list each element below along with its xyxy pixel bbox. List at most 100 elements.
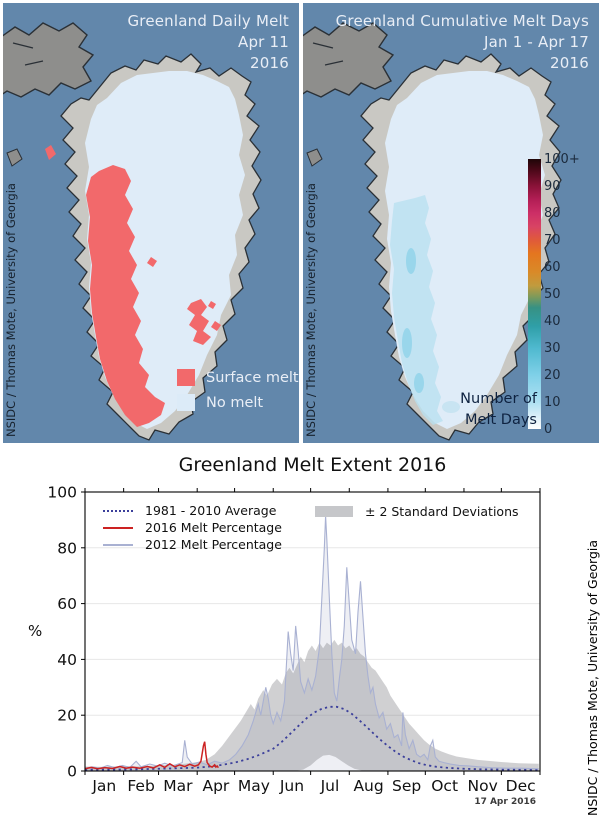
y-tick-label: 40: [57, 651, 77, 669]
line-2012-label: 2012 Melt Percentage: [145, 537, 282, 552]
melt-days-colorbar: 100+ 90 80 70 60 50 40 30 20 10 0: [528, 152, 580, 437]
x-tick-label: Nov: [468, 777, 498, 795]
date-stamp: 17 Apr 2016: [474, 797, 536, 807]
band-label: ± 2 Standard Deviations: [365, 504, 519, 519]
x-tick-label: Jan: [91, 777, 116, 795]
x-tick-label: Apr: [202, 777, 229, 795]
small-island: [306, 148, 323, 167]
y-tick-label: 20: [57, 707, 77, 725]
surface-melt-region: [86, 165, 165, 427]
y-tick-label: 100: [47, 484, 77, 502]
x-tick-label: Jul: [320, 777, 340, 795]
line-2016-label: 2016 Melt Percentage: [145, 520, 282, 535]
band-sample: [315, 506, 353, 517]
legend-row-average: 1981 - 2010 Average: [103, 502, 282, 519]
credit-left-panel: NSIDC / Thomas Mote, University of Georg…: [4, 183, 18, 437]
fjord-line: [12, 42, 34, 49]
cumulative-melt-year: 2016: [550, 54, 589, 72]
x-tick-label: Jun: [279, 777, 304, 795]
y-tick-label: 60: [57, 595, 77, 613]
colorbar-gradient: [528, 159, 541, 429]
canada-landmass: [303, 22, 395, 98]
chart-title: Greenland Melt Extent 2016: [178, 454, 447, 476]
plot-frame: [84, 491, 541, 772]
legend-row-surface-melt: Surface melt: [177, 369, 299, 386]
melt-extent-chart-section: Greenland Melt Extent 2016 Jan Feb Mar Apr M…: [0, 446, 602, 816]
surface-melt-nw-sliver: [45, 145, 56, 160]
legend-row-band: ± 2 Standard Deviations: [315, 504, 519, 519]
line-2012-sample: [103, 543, 133, 546]
melt-extent-plot: Jan Feb Mar Apr May Jun Jul Aug Sep Oct Nov Dec 0 20 4…: [47, 484, 541, 795]
surface-melt-dot: [147, 257, 157, 267]
colorbar-tick-label: 80: [544, 206, 561, 221]
average-line-label: 1981 - 2010 Average: [145, 503, 277, 518]
surface-melt-dot: [211, 321, 221, 331]
melt-days-wash-deep: [414, 373, 424, 393]
canada-landmass: [3, 22, 95, 98]
cumulative-melt-title-line1: Greenland Cumulative Melt Days: [335, 12, 589, 30]
colorbar-caption-line1: Number of: [460, 390, 537, 407]
colorbar-tick-label: 90: [544, 179, 561, 194]
colorbar-tick-label: 30: [544, 341, 561, 356]
credit-right-panel: NSIDC / Thomas Mote, University of Georg…: [304, 183, 318, 437]
colorbar-tick-label: 40: [544, 314, 561, 329]
greenland-cumulative-melt-map: [303, 22, 562, 441]
x-tick-label: Dec: [506, 777, 536, 795]
colorbar-tick-label: 60: [544, 260, 561, 275]
surface-melt-dot: [208, 301, 216, 309]
x-tick-label: Feb: [127, 777, 154, 795]
surface-melt-se-patch: [187, 299, 211, 345]
melt-days-wash: [390, 195, 443, 425]
y-axis-label: %: [28, 622, 43, 640]
colorbar-tick-label: 100+: [544, 152, 580, 167]
colorbar-tick-label: 0: [544, 422, 553, 437]
daily-melt-date: Apr 11: [237, 33, 289, 51]
colorbar-tick-label: 10: [544, 395, 561, 410]
daily-melt-title: Greenland Daily Melt Apr 11 2016: [127, 11, 289, 74]
x-tick-label: Sep: [392, 777, 421, 795]
y-tick-label: 80: [57, 539, 77, 557]
daily-melt-year: 2016: [250, 54, 289, 72]
line-2016-sample: [103, 526, 133, 529]
cumulative-melt-daterange: Jan 1 - Apr 17: [484, 33, 589, 51]
colorbar-caption-line2: Melt Days: [465, 411, 537, 428]
colorbar-tick-label: 20: [544, 368, 561, 383]
fill-2012: [85, 515, 539, 771]
greenland-daily-melt-map: [3, 22, 262, 441]
chart-legend: 1981 - 2010 Average 2016 Melt Percentage…: [103, 502, 282, 553]
cumulative-melt-title: Greenland Cumulative Melt Days Jan 1 - A…: [336, 11, 589, 74]
no-melt-label: No melt: [206, 394, 264, 411]
colorbar-caption: Number of Melt Days: [460, 389, 537, 431]
legend-row-no-melt: No melt: [177, 394, 299, 411]
melt-days-wash-deep: [406, 248, 416, 274]
x-tick-label: Oct: [431, 777, 458, 795]
legend-row-2016: 2016 Melt Percentage: [103, 519, 282, 536]
legend-row-2012: 2012 Melt Percentage: [103, 536, 282, 553]
x-tick-label: Mar: [163, 777, 193, 795]
series-2016-melt-percentage: [84, 741, 219, 770]
x-tick-label: Aug: [353, 777, 383, 795]
daily-melt-legend: Surface melt No melt: [177, 369, 299, 419]
small-island: [6, 148, 23, 167]
series-2012-melt-percentage: [84, 515, 539, 770]
surface-melt-label: Surface melt: [206, 369, 299, 386]
fjord-line: [312, 42, 334, 49]
credit-chart: NSIDC / Thomas Mote, University of Georg…: [585, 539, 600, 816]
average-line-sample: [103, 509, 133, 512]
x-tick-label: May: [238, 777, 270, 795]
cumulative-melt-map-panel: Greenland Cumulative Melt Days Jan 1 - A…: [303, 3, 599, 443]
y-tick-label: 0: [67, 763, 77, 781]
series-1981-2010-average: [85, 705, 539, 771]
no-melt-swatch: [177, 394, 195, 411]
melt-days-wash-soft: [442, 401, 460, 413]
colorbar-tick-label: 70: [544, 233, 561, 248]
melt-days-wash-deep: [402, 328, 412, 358]
daily-melt-map-panel: Greenland Daily Melt Apr 11 2016 NSIDC /…: [3, 3, 299, 443]
colorbar-tick-label: 50: [544, 287, 561, 302]
fjord-line: [24, 60, 44, 66]
fjord-line: [324, 60, 344, 66]
surface-melt-swatch: [177, 369, 195, 386]
daily-melt-title-line1: Greenland Daily Melt: [127, 12, 289, 30]
band-2std: [85, 639, 539, 771]
